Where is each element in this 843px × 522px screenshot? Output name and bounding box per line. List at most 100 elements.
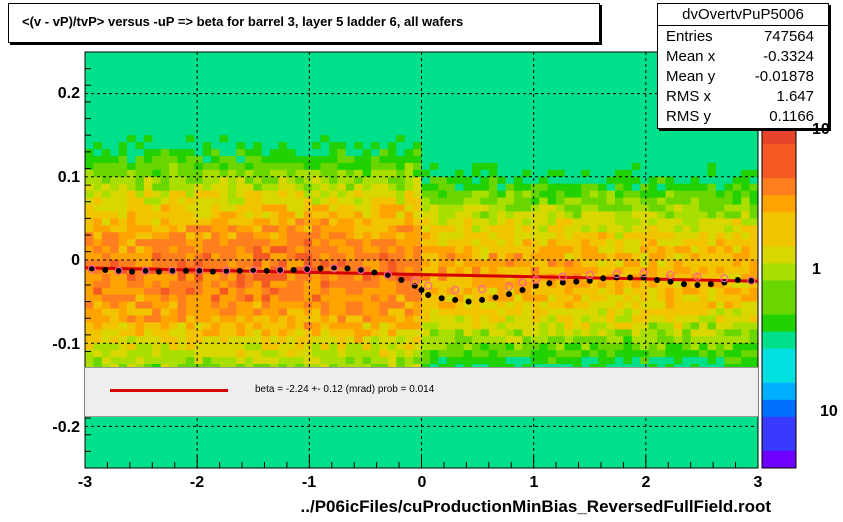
heatmap-cell xyxy=(488,128,498,136)
heatmap-cell xyxy=(185,135,195,143)
heatmap-cell xyxy=(135,260,145,268)
heatmap-cell xyxy=(396,107,406,115)
heatmap-cell xyxy=(589,86,599,95)
heatmap-cell xyxy=(236,135,246,143)
heatmap-cell xyxy=(699,218,709,226)
heatmap-cell xyxy=(228,329,238,337)
heatmap-cell xyxy=(699,211,709,219)
heatmap-cell xyxy=(463,52,473,60)
heatmap-cell xyxy=(446,107,456,115)
heatmap-cell xyxy=(640,440,650,448)
heatmap-cell xyxy=(85,79,95,88)
heatmap-cell xyxy=(631,52,641,60)
heatmap-cell xyxy=(724,169,734,178)
heatmap-cell xyxy=(699,128,709,136)
heatmap-cell xyxy=(85,204,95,213)
heatmap-cell xyxy=(505,93,515,102)
heatmap-cell xyxy=(160,190,170,199)
heatmap-cell xyxy=(228,343,238,351)
heatmap-cell xyxy=(312,294,322,303)
heatmap-cell xyxy=(160,176,170,185)
heatmap-cell xyxy=(673,142,683,150)
heatmap-cell xyxy=(85,308,95,317)
heatmap-cell xyxy=(278,183,288,192)
heatmap-cell xyxy=(665,183,675,192)
heatmap-cell xyxy=(177,232,187,240)
heatmap-cell xyxy=(194,419,204,427)
heatmap-cell xyxy=(101,287,111,296)
heatmap-cell xyxy=(110,52,120,60)
heatmap-cell xyxy=(682,294,692,303)
heatmap-cell xyxy=(522,79,532,88)
heatmap-cell xyxy=(169,72,179,81)
heatmap-cell xyxy=(749,246,758,254)
heatmap-cell xyxy=(236,301,246,310)
heatmap-cell xyxy=(354,107,364,115)
heatmap-cell xyxy=(429,218,439,226)
heatmap-cell xyxy=(194,169,204,178)
heatmap-cell xyxy=(101,135,111,143)
heatmap-cell xyxy=(522,128,532,136)
heatmap-cell xyxy=(396,266,406,275)
profile-point-open xyxy=(329,264,339,273)
heatmap-cell xyxy=(623,294,633,303)
heatmap-cell xyxy=(270,218,280,226)
heatmap-cell xyxy=(522,447,532,455)
heatmap-cell xyxy=(673,273,683,282)
heatmap-cell xyxy=(665,440,675,448)
heatmap-cell xyxy=(354,454,364,462)
heatmap-cell xyxy=(362,329,372,337)
heatmap-cell xyxy=(127,350,137,358)
heatmap-cell xyxy=(682,419,692,427)
heatmap-cell xyxy=(648,52,658,60)
heatmap-cell xyxy=(463,357,473,365)
heatmap-cell xyxy=(244,142,254,150)
heatmap-cell xyxy=(371,308,381,317)
heatmap-cell xyxy=(379,121,389,129)
heatmap-cell xyxy=(682,447,692,455)
heatmap-cell xyxy=(379,79,389,88)
heatmap-cell xyxy=(152,72,162,81)
heatmap-cell xyxy=(530,190,540,199)
heatmap-cell xyxy=(640,128,650,136)
heatmap-cell xyxy=(522,107,532,115)
heatmap-cell xyxy=(715,169,725,178)
heatmap-cell xyxy=(741,336,751,344)
heatmap-cell xyxy=(438,93,448,102)
heatmap-cell xyxy=(564,461,574,468)
heatmap-cell xyxy=(741,273,751,282)
heatmap-cell xyxy=(345,100,355,109)
heatmap-cell xyxy=(455,350,465,358)
heatmap-cell xyxy=(480,58,490,67)
heatmap-cell xyxy=(278,169,288,178)
heatmap-cell xyxy=(539,461,549,468)
heatmap-cell xyxy=(177,93,187,102)
heatmap-cell xyxy=(572,260,582,268)
heatmap-cell xyxy=(211,357,221,365)
heatmap-cell xyxy=(463,135,473,143)
heatmap-cell xyxy=(581,239,591,247)
heatmap-cell xyxy=(371,107,381,115)
heatmap-cell xyxy=(160,322,170,330)
heatmap-cell xyxy=(135,204,145,213)
heatmap-cell xyxy=(488,260,498,268)
heatmap-cell xyxy=(749,218,758,226)
heatmap-cell xyxy=(446,197,456,206)
heatmap-cell xyxy=(690,426,700,434)
heatmap-cell xyxy=(539,107,549,115)
heatmap-cell xyxy=(135,301,145,310)
heatmap-cell xyxy=(673,350,683,358)
heatmap-cell xyxy=(194,135,204,143)
heatmap-cell xyxy=(505,169,515,178)
heatmap-cell xyxy=(253,343,263,351)
heatmap-cell xyxy=(547,343,557,351)
heatmap-cell xyxy=(556,58,566,67)
profile-point-filled xyxy=(479,296,486,303)
heatmap-cell xyxy=(202,93,212,102)
heatmap-cell xyxy=(228,273,238,282)
heatmap-cell xyxy=(328,79,338,88)
heatmap-cell xyxy=(421,183,431,192)
heatmap-cell xyxy=(143,433,153,441)
heatmap-cell xyxy=(152,149,162,157)
heatmap-cell xyxy=(514,142,524,150)
